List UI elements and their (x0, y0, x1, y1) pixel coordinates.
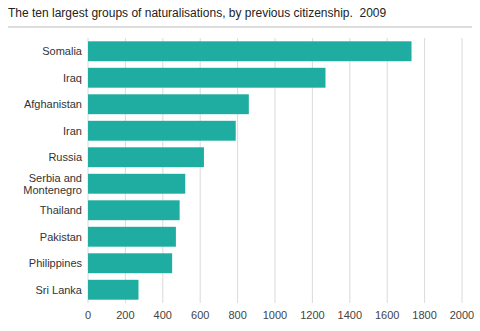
grid (88, 38, 462, 303)
bar (88, 253, 172, 273)
tick-label: 2000 (450, 309, 474, 321)
category-label: Philippines (29, 257, 83, 269)
tick-label: 1200 (300, 309, 324, 321)
category-label: Somalia (42, 45, 83, 57)
tick-label: 600 (191, 309, 209, 321)
category-label: Russia (48, 151, 83, 163)
bar (88, 68, 325, 88)
category-label: Iraq (63, 72, 82, 84)
category-label: Afghanistan (24, 98, 82, 110)
grid-line (462, 38, 463, 303)
bar (88, 227, 176, 247)
bar (88, 147, 204, 167)
tick-label: 1600 (375, 309, 399, 321)
bar (88, 200, 180, 220)
category-label: Thailand (40, 204, 82, 216)
title: The ten largest groups of naturalisation… (8, 6, 387, 20)
bar (88, 174, 185, 194)
title-rule (8, 27, 472, 28)
bar (88, 94, 249, 114)
category-label: Pakistan (40, 231, 82, 243)
tick-label: 0 (85, 309, 91, 321)
grid-line (387, 38, 388, 303)
tick-label: 1400 (338, 309, 362, 321)
grid-line (349, 38, 350, 303)
category-label: Iran (63, 125, 82, 137)
tick-label: 800 (228, 309, 246, 321)
tick-label: 1000 (263, 309, 287, 321)
bar (88, 41, 412, 61)
bars (88, 41, 412, 299)
x-ticks: 0 200 400 600 800 1000 1200 1400 1600 1800 2000 (85, 309, 474, 321)
bar (88, 280, 138, 300)
category-labels: Sri Lanka Philippines Pakistan Thailand Serb… (23, 45, 83, 296)
tick-label: 200 (116, 309, 134, 321)
bar (88, 121, 236, 141)
tick-label: 400 (154, 309, 172, 321)
chart: The ten largest groups of naturalisation… (0, 0, 480, 331)
category-label: Sri Lanka (36, 284, 83, 296)
tick-label: 1800 (412, 309, 436, 321)
category-label: Serbia andMontenegro (23, 172, 82, 196)
grid-line (424, 38, 425, 303)
